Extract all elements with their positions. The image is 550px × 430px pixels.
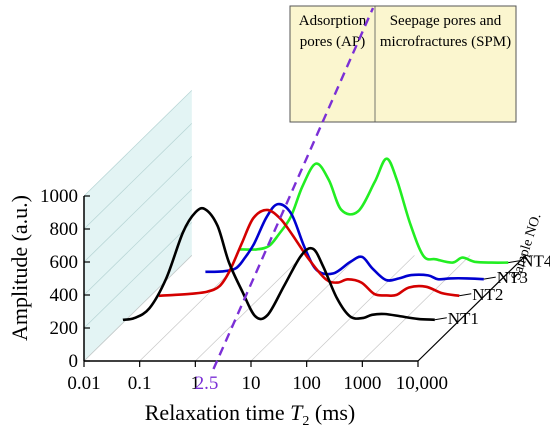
wall-gridline (83, 156, 193, 263)
series-line-nt2 (158, 208, 460, 298)
series-line-nt4 (239, 157, 509, 264)
x-tick-label: 1000 (343, 373, 381, 394)
y-tick-label: 0 (69, 351, 79, 372)
region-spm-label-line1: Seepage pores and (390, 13, 502, 29)
series-line-nt3 (205, 202, 484, 282)
region-spm-label-line2: microfractures (SPM) (380, 34, 511, 50)
series-line-nt1 (122, 206, 435, 322)
series-layer (122, 157, 521, 322)
wall-gridline (83, 222, 193, 329)
wall-gridline (83, 90, 193, 197)
threshold-dashed-line (212, 7, 375, 370)
series-label-nt1: NT1 (448, 309, 479, 328)
back-wall (84, 90, 192, 362)
wall-gridline (83, 123, 193, 230)
y-tick-label: 400 (50, 285, 79, 306)
x-tick-label: 0.01 (67, 373, 100, 394)
region-box (289, 5, 517, 123)
x-tick-label: 100 (292, 373, 321, 394)
floor-gridline (362, 255, 471, 362)
y-tick-label: 600 (50, 252, 79, 273)
floor-gridline (83, 255, 193, 362)
marker-layer (212, 7, 375, 370)
y-tick-label: 800 (50, 219, 79, 240)
series-label-nt4: NT4 (521, 252, 550, 271)
series-label-leader (459, 293, 472, 297)
region-ap-label-line2: pores (AP) (300, 34, 365, 50)
series-label-nt2: NT2 (472, 285, 503, 304)
x-tick-label: 0.1 (128, 373, 152, 394)
y-tick-label: 1000 (40, 186, 78, 207)
depth-axis-line (417, 254, 527, 362)
region-annotation-layer: Adsorption pores (AP) Seepage pores and mic… (289, 5, 517, 123)
axes-layer (83, 195, 527, 367)
threshold-marker-label: 2.5 (195, 373, 219, 394)
x-axis-title: Relaxation time T2 (ms) (145, 400, 355, 429)
x-tick-label: 1 (191, 373, 201, 394)
wall-gridline (83, 189, 193, 296)
floor-gridline (306, 255, 415, 362)
x-tick-label: 10,000 (396, 373, 448, 394)
y-tick-label: 200 (50, 318, 79, 339)
series-label-leader (483, 276, 496, 280)
series-label-nt3: NT3 (497, 268, 528, 287)
region-ap-label-line1: Adsorption (299, 13, 367, 29)
series-label-leader (434, 317, 447, 321)
y-axis-title: Amplitude (a.u.) (7, 195, 32, 341)
series-label-leader (508, 260, 521, 264)
floor-gridline (250, 255, 360, 362)
x-tick-label: 10 (242, 373, 261, 394)
